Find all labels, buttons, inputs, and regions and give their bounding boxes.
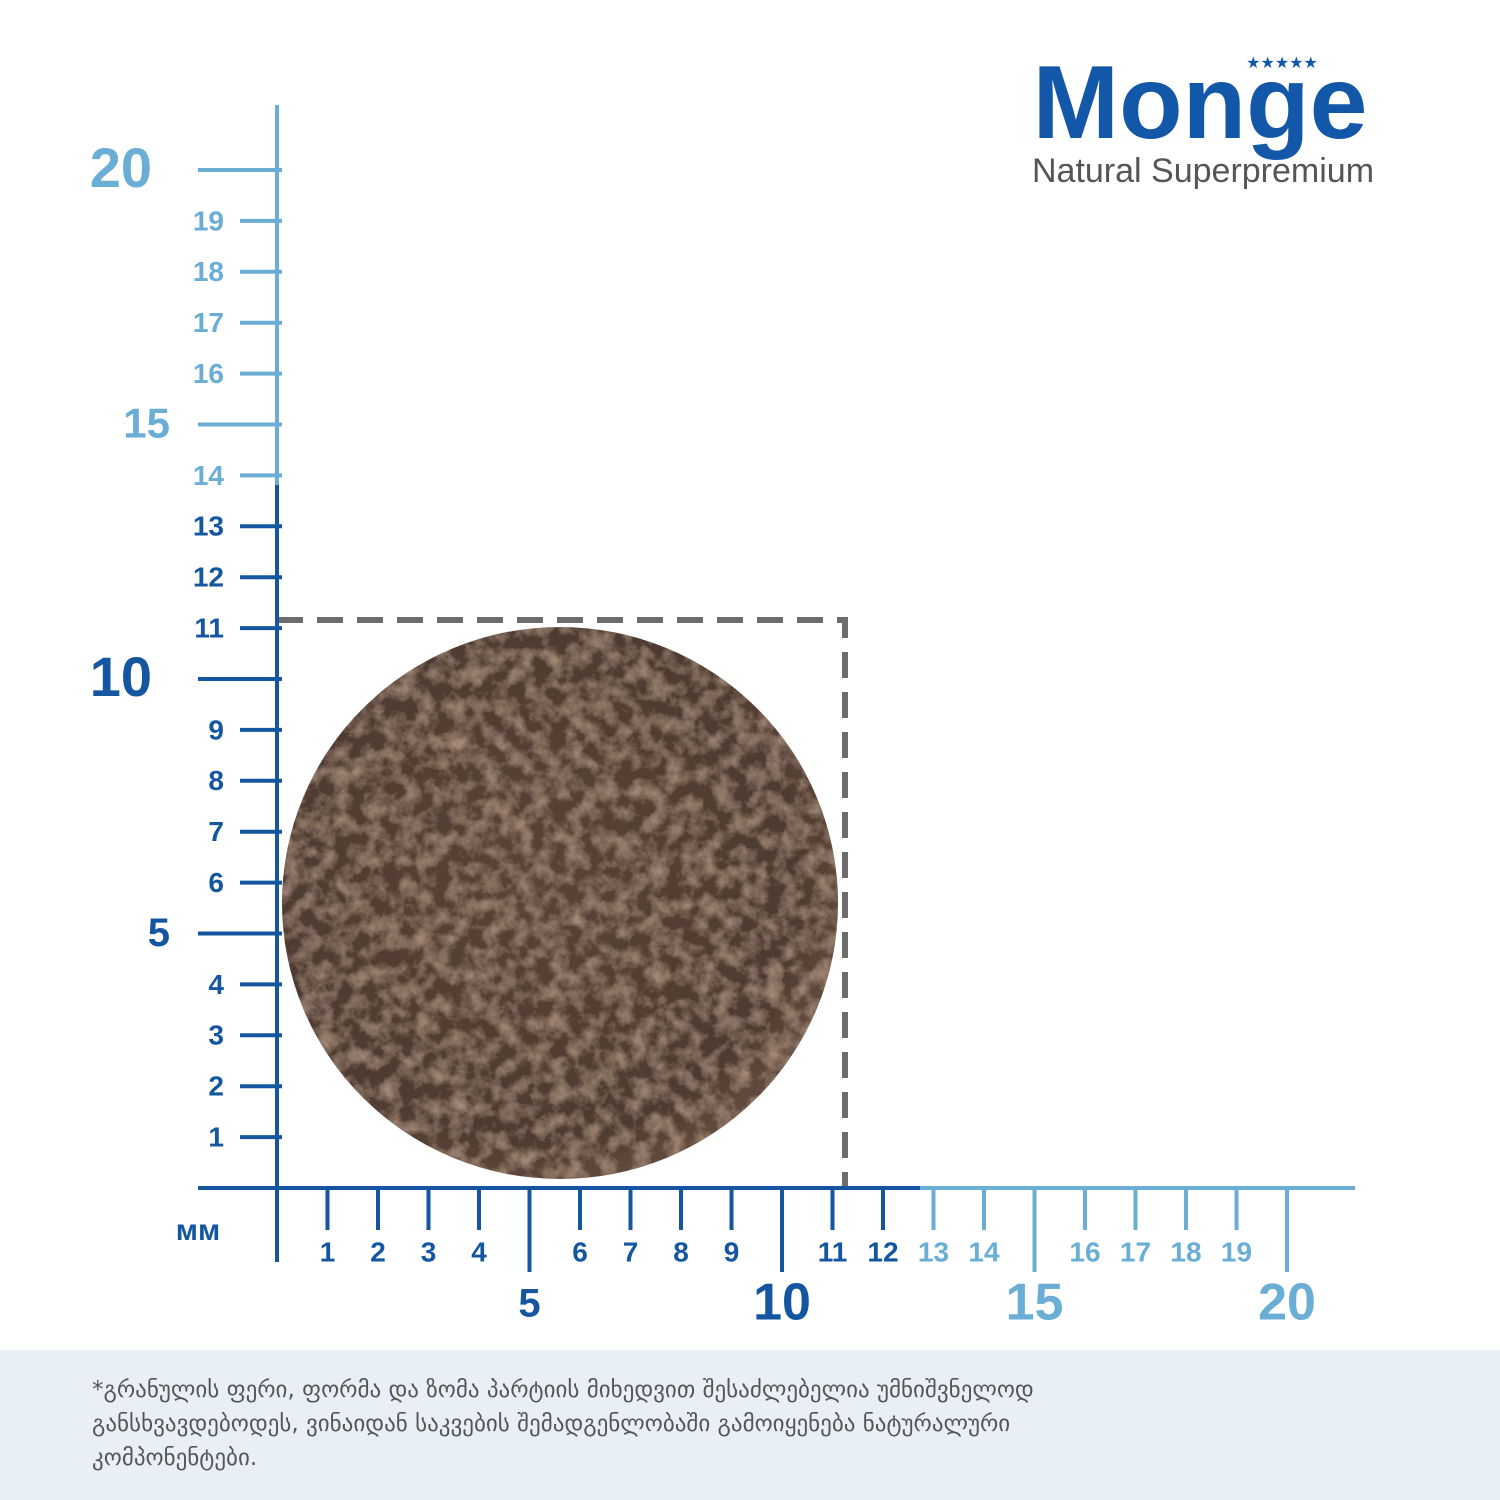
y-tick-label: 19: [193, 205, 224, 236]
y-tick-label: 11: [194, 612, 224, 643]
y-tick-label: 15: [123, 400, 170, 447]
x-tick-label: 3: [421, 1236, 437, 1267]
x-tick-label: 17: [1120, 1236, 1151, 1267]
x-tick-label: 4: [471, 1236, 487, 1267]
x-tick-label: 18: [1170, 1236, 1201, 1267]
x-tick-label: 9: [724, 1236, 740, 1267]
y-tick-label: 5: [148, 911, 170, 955]
footnote-line: *გრანულის ფერი, ფორმა და ზომა პარტიის მი…: [92, 1377, 1034, 1403]
y-tick-label: 14: [193, 460, 225, 491]
y-tick-label: 9: [208, 714, 224, 745]
y-tick-label: 6: [208, 867, 224, 898]
x-tick-label: 1: [320, 1236, 336, 1267]
y-tick-label: 7: [208, 816, 224, 847]
y-tick-label: 3: [208, 1020, 224, 1051]
x-tick-label: 11: [818, 1236, 848, 1267]
y-tick-label: 12: [193, 562, 224, 593]
y-tick-label: 10: [90, 645, 152, 708]
x-tick-label: 16: [1069, 1236, 1100, 1267]
x-tick-label: 14: [968, 1236, 1000, 1267]
unit-label: мм: [176, 1214, 220, 1247]
x-tick-label: 15: [1006, 1274, 1064, 1332]
x-tick-label: 20: [1258, 1274, 1316, 1332]
x-tick-label: 7: [623, 1236, 639, 1267]
y-tick-label: 8: [208, 765, 224, 796]
x-tick-label: 5: [518, 1282, 540, 1326]
x-tick-label: 19: [1221, 1236, 1252, 1267]
footnote-line: კომპონენტები.: [92, 1445, 257, 1471]
stars: ★★★★★: [1246, 53, 1318, 72]
y-tick-label: 18: [193, 256, 224, 287]
x-tick-label: 10: [753, 1274, 811, 1332]
x-tick-label: 12: [867, 1236, 898, 1267]
y-tick-label: 4: [208, 969, 224, 1000]
x-tick-label: 6: [572, 1236, 588, 1267]
y-tick-label: 1: [208, 1121, 224, 1152]
kibble: [282, 627, 838, 1179]
y-tick-label: 17: [193, 307, 224, 338]
footer-band: [0, 1350, 1500, 1500]
y-tick-label: 2: [208, 1071, 224, 1102]
brand: Monge: [1032, 45, 1367, 161]
y-tick-label: 20: [90, 136, 152, 199]
footnote-line: განსხვავდებოდეს, ვინაიდან საკვების შემად…: [92, 1411, 1010, 1437]
x-tick-label: 13: [918, 1236, 949, 1267]
size-box: [277, 617, 848, 1188]
y-tick-label: 16: [193, 358, 224, 389]
y-tick-label: 13: [193, 511, 224, 542]
footnote: *გრანულის ფერი, ფორმა და ზომა პარტიის მი…: [92, 1377, 1034, 1471]
x-tick-label: 2: [370, 1236, 386, 1267]
x-tick-label: 8: [673, 1236, 689, 1267]
tagline: Natural Superpremium: [1032, 152, 1374, 190]
